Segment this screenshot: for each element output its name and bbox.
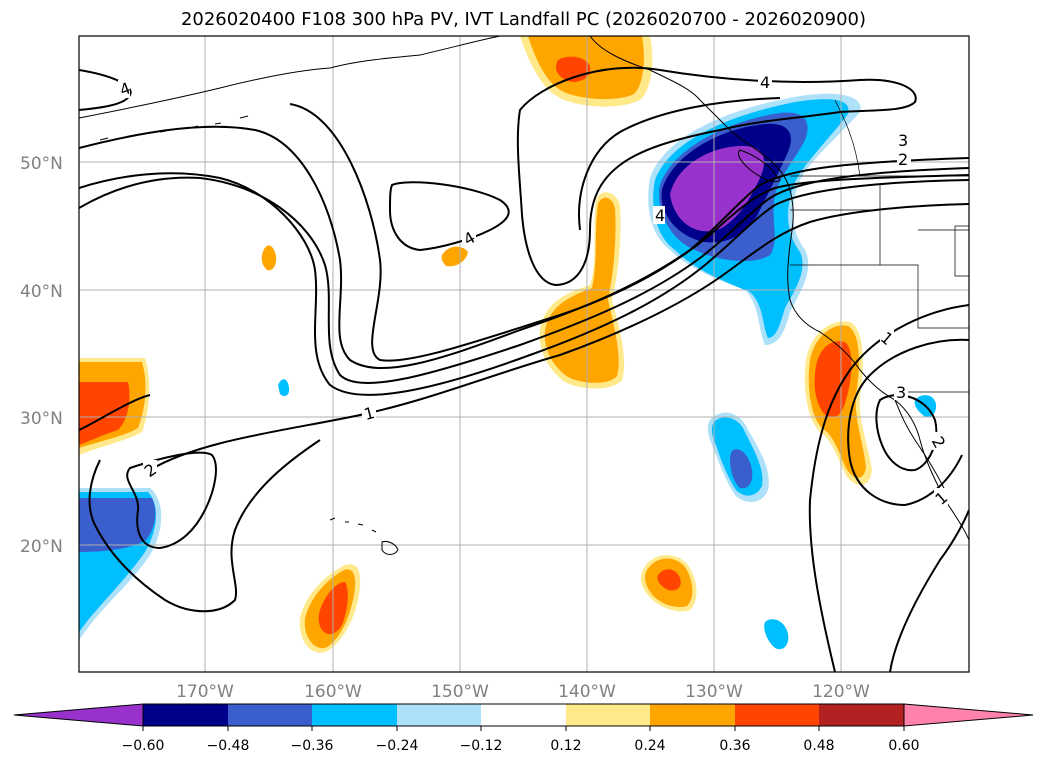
ivt-positive-17n-strong [657, 569, 681, 591]
pv-contour-outer-trough [79, 125, 969, 370]
colorbar-bin-1 [143, 704, 228, 726]
borders [790, 99, 969, 393]
colorbar-bin-4 [397, 704, 481, 726]
pv-contour-2 [79, 167, 969, 385]
colorbar-bin-9 [819, 704, 904, 726]
cbar-label-neg060: −0.60 [122, 738, 165, 754]
gridlines [79, 36, 969, 672]
lon-label-160w: 160°W [304, 682, 362, 702]
colorbar-extend-right [903, 703, 1034, 727]
colorbar-bin-2 [228, 704, 312, 726]
ivt-negative-speck-30n [278, 379, 290, 396]
gulf-of-alaska-coast [589, 36, 793, 201]
lon-label-120w: 120°W [812, 682, 870, 702]
colorbar-extend-left [13, 703, 144, 727]
pv-label-3-east: 3 [896, 383, 906, 402]
longitude-labels: 170°W 160°W 150°W 140°W 130°W 120°W [176, 682, 870, 702]
colorbar-bin-3 [312, 704, 397, 726]
lat-label-30n: 30°N [20, 409, 63, 429]
cbar-label-neg012: −0.12 [460, 738, 503, 754]
pv-contours [79, 66, 969, 672]
lat-label-50n: 50°N [20, 154, 63, 174]
cbar-label-pos036: 0.36 [719, 738, 750, 754]
cbar-label-pos012: 0.12 [550, 738, 581, 754]
colorbar-tick-labels: −0.60 −0.48 −0.36 −0.24 −0.12 0.12 0.24 … [122, 738, 920, 754]
colorbar-bin-5 [481, 704, 566, 726]
vancouver-island [737, 149, 781, 183]
ivt-negative-blob-subtropic-mid [730, 449, 753, 489]
cbar-label-neg036: −0.36 [291, 738, 334, 754]
ivt-positive-west-strong [79, 382, 130, 445]
pv-label-ridge-west: 4 [655, 206, 665, 225]
alaska-coast [79, 36, 501, 119]
ivt-negative-west-mid [79, 498, 156, 552]
pv-label-ridge-north: 4 [760, 73, 770, 92]
ivt-positive-central-mid [544, 197, 619, 383]
ivt-negative-pnw-strong [670, 145, 765, 232]
pv-contour-4-nw [79, 69, 132, 111]
colorbar-bin-8 [735, 704, 819, 726]
lon-label-140w: 140°W [558, 682, 616, 702]
pv-contour-1 [79, 172, 969, 396]
latitude-labels: 50°N 40°N 30°N 20°N [20, 154, 63, 557]
colorbar-frame [142, 703, 905, 727]
pv-contour-3-east [875, 394, 938, 472]
colorbar-bin-6 [566, 704, 650, 726]
colorbar-ticks [142, 726, 905, 731]
pv-label-1-south: 1 [362, 403, 377, 424]
hawaii-islands [329, 517, 399, 555]
state-border-2 [879, 185, 969, 329]
lon-label-130w: 130°W [685, 682, 743, 702]
pv-contour-3-ridge [578, 97, 781, 231]
ivt-shading [79, 36, 937, 653]
pv-contour-labels: 4 4 4 4 3 2 2 1 1 1 3 2 [117, 72, 951, 509]
cbar-label-neg024: −0.24 [376, 738, 419, 754]
ivt-negative-speck-offshore [764, 619, 789, 650]
lat-label-20n: 20°N [20, 537, 63, 557]
coastlines [79, 36, 969, 555]
pv-contour-1-east-outer [808, 304, 969, 672]
pv-contour-1-east-inner [847, 338, 969, 672]
pv-contour-2-sw-loop [126, 451, 217, 550]
colorbar-bin-7 [650, 704, 735, 726]
west-coast-us [787, 199, 969, 541]
lon-label-170w: 170°W [176, 682, 234, 702]
cbar-label-pos024: 0.24 [634, 738, 665, 754]
pv-contour-1-south [149, 203, 969, 471]
baja-peninsula [894, 399, 946, 491]
pv-label-3-coast: 3 [898, 131, 908, 150]
cbar-label-neg048: −0.48 [207, 738, 250, 754]
lon-label-150w: 150°W [431, 682, 489, 702]
state-border-3 [918, 225, 969, 277]
pv-contour-sw-big [79, 394, 321, 613]
pv-label-2-coast: 2 [898, 150, 908, 169]
pv-contour-4-ridge [516, 66, 917, 287]
map-frame [78, 35, 970, 673]
map-panel: 4 4 4 4 3 2 2 1 1 1 3 2 [79, 36, 969, 672]
ivt-positive-speck-near-pv4 [441, 246, 468, 267]
ivt-positive-speck-42n [261, 245, 277, 271]
state-border-1 [790, 209, 881, 266]
map-title: 2026020400 F108 300 hPa PV, IVT Landfall… [180, 9, 867, 30]
pv-contour-2-inner [289, 103, 969, 362]
lat-label-40n: 40°N [20, 282, 63, 302]
cbar-label-pos060: 0.60 [888, 738, 919, 754]
cbar-label-pos048: 0.48 [803, 738, 834, 754]
colorbar: −0.60 −0.48 −0.36 −0.24 −0.12 0.12 0.24 … [13, 703, 1034, 754]
ivt-positive-ca-strong [814, 341, 852, 418]
canada-province-border [834, 99, 861, 177]
